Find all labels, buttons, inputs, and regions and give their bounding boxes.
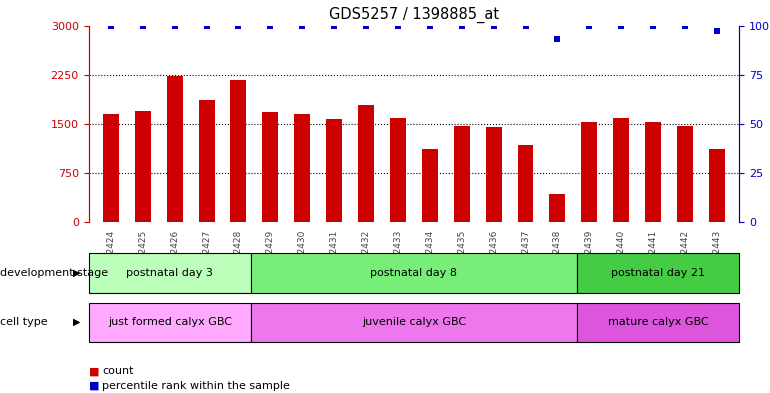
Bar	[550, 194, 565, 222]
Point	[200, 22, 213, 29]
Point	[487, 22, 500, 29]
Point	[647, 22, 659, 29]
Bar	[199, 99, 215, 222]
Text: development stage: development stage	[0, 268, 108, 278]
Text: ■: ■	[89, 381, 99, 391]
Bar	[486, 127, 501, 222]
Bar	[709, 149, 725, 222]
Point	[679, 22, 691, 29]
Bar	[230, 80, 246, 222]
Bar	[326, 119, 342, 222]
Bar	[645, 123, 661, 222]
Bar	[135, 111, 151, 222]
Bar	[390, 118, 406, 222]
Point	[615, 22, 628, 29]
Bar	[358, 105, 374, 222]
Text: ▶: ▶	[73, 317, 81, 327]
Point	[360, 22, 372, 29]
Bar	[677, 126, 693, 222]
Point	[105, 22, 117, 29]
Point	[551, 36, 564, 42]
Bar	[613, 118, 629, 222]
Text: ▶: ▶	[73, 268, 81, 278]
Point	[169, 22, 181, 29]
Bar	[103, 114, 119, 222]
Point	[392, 22, 404, 29]
Point	[264, 22, 276, 29]
Point	[583, 22, 595, 29]
Title: GDS5257 / 1398885_at: GDS5257 / 1398885_at	[329, 7, 499, 23]
Bar	[166, 76, 182, 222]
Text: ■: ■	[89, 366, 99, 376]
Text: postnatal day 8: postnatal day 8	[370, 268, 457, 278]
Point	[328, 22, 340, 29]
Bar	[454, 127, 470, 222]
Text: just formed calyx GBC: just formed calyx GBC	[108, 317, 232, 327]
Text: mature calyx GBC: mature calyx GBC	[608, 317, 708, 327]
Bar	[581, 123, 598, 222]
Text: percentile rank within the sample: percentile rank within the sample	[102, 381, 290, 391]
Point	[424, 22, 436, 29]
Text: postnatal day 21: postnatal day 21	[611, 268, 705, 278]
Point	[519, 22, 531, 29]
Point	[136, 22, 149, 29]
Bar	[294, 114, 310, 222]
Bar	[422, 149, 438, 222]
Text: count: count	[102, 366, 134, 376]
Point	[296, 22, 309, 29]
Text: cell type: cell type	[0, 317, 48, 327]
Bar	[263, 112, 278, 222]
Text: juvenile calyx GBC: juvenile calyx GBC	[362, 317, 466, 327]
Point	[233, 22, 245, 29]
Point	[711, 28, 723, 35]
Text: postnatal day 3: postnatal day 3	[126, 268, 213, 278]
Bar	[517, 145, 534, 222]
Point	[456, 22, 468, 29]
